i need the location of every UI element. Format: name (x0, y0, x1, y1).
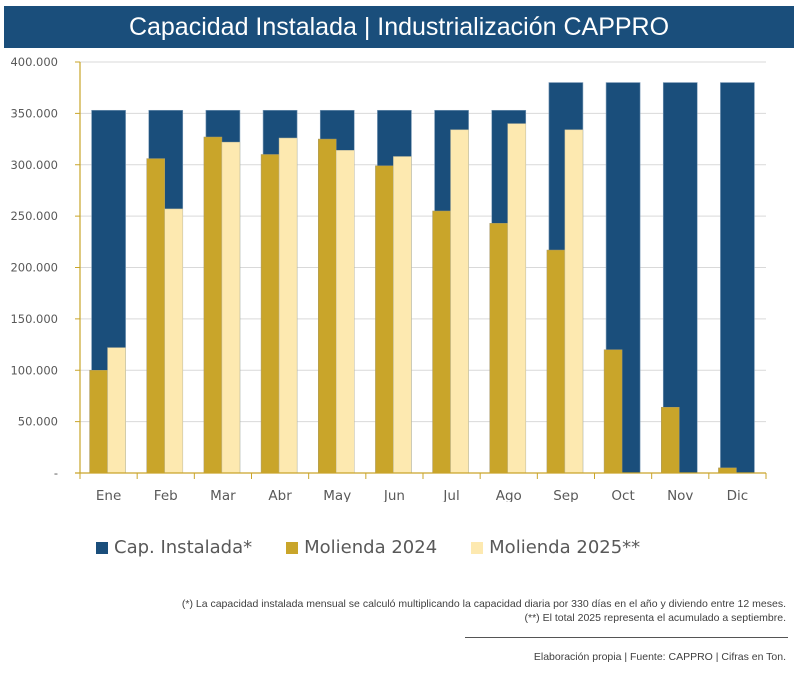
x-tick-label: Nov (667, 488, 693, 502)
bar-molienda-2024 (603, 349, 623, 474)
x-tick-label: Oct (611, 488, 634, 502)
bar-molienda-2025 (564, 129, 584, 474)
bar-molienda-2024 (89, 370, 108, 474)
bar-molienda-2025 (450, 129, 469, 474)
bar-molienda-2024 (432, 210, 451, 474)
x-tick-label: May (323, 488, 351, 502)
y-tick-label: 200.000 (10, 261, 58, 275)
footnote-2025: (**) El total 2025 representa el acumula… (524, 612, 786, 624)
x-tick-label: Ago (496, 488, 522, 502)
x-tick-label: Mar (210, 488, 236, 502)
legend-item-2025: Molienda 2025** (471, 537, 640, 558)
y-tick-label: 350.000 (10, 106, 58, 120)
source-note: Elaboración propia | Fuente: CAPPRO | Ci… (533, 651, 786, 663)
bar-molienda-2024 (260, 154, 280, 474)
bar-molienda-2024 (203, 136, 223, 474)
bar-molienda-2025 (107, 347, 126, 474)
legend-label-2024: Molienda 2024 (304, 537, 438, 558)
x-tick-label: Dic (727, 488, 749, 502)
bar-molienda-2025 (507, 123, 526, 474)
legend-swatch-cap (96, 541, 108, 554)
y-tick-label: 300.000 (10, 158, 58, 172)
bar-cap-instalada (720, 82, 755, 474)
bar-molienda-2024 (546, 249, 566, 474)
x-tick-label: Sep (553, 488, 578, 502)
y-tick-label: 400.000 (10, 55, 58, 69)
legend-swatch-2024 (286, 541, 299, 554)
y-tick-label: 100.000 (10, 363, 58, 377)
legend-item-2024: Molienda 2024 (286, 537, 437, 558)
bar-molienda-2024 (489, 223, 508, 474)
x-tick-label: Jul (442, 488, 459, 502)
x-tick-label: Feb (154, 488, 178, 502)
bar-molienda-2024 (718, 467, 737, 474)
bar-chart: - 50.000 100.000 150.000 200.000 250.000 300.0… (10, 55, 767, 502)
x-tick-label: Abr (268, 488, 292, 502)
chart-title-bar: Capacidad Instalada | Industrialización … (4, 6, 794, 48)
legend-label-2025: Molienda 2025** (489, 537, 641, 558)
bar-molienda-2024 (318, 138, 337, 474)
legend-swatch-2025 (471, 541, 484, 554)
bar-molienda-2025 (278, 137, 298, 474)
divider (465, 637, 788, 638)
legend-item-cap: Cap. Instalada* (96, 537, 252, 558)
x-tick-label: Jun (383, 488, 405, 502)
bar-molienda-2025 (336, 150, 355, 474)
y-tick-label: 150.000 (10, 312, 58, 326)
chart-title: Capacidad Instalada | Industrialización … (128, 12, 670, 41)
x-tick-label: Ene (96, 488, 121, 502)
bar-molienda-2025 (393, 156, 412, 474)
bar-molienda-2024 (146, 158, 165, 474)
bar-molienda-2025 (221, 141, 241, 474)
bar-molienda-2024 (375, 165, 394, 474)
legend: Cap. Instalada* Molienda 2024 Molienda 2… (96, 537, 640, 558)
bar-molienda-2024 (661, 406, 680, 474)
bar-molienda-2025 (164, 208, 183, 474)
y-tick-label: - (54, 466, 58, 480)
footnotes: (*) La capacidad instalada mensual se ca… (182, 597, 786, 625)
footnote-capacity: (*) La capacidad instalada mensual se ca… (181, 598, 786, 610)
y-tick-label: 50.000 (18, 415, 58, 429)
y-tick-label: 250.000 (10, 209, 58, 223)
legend-label-cap: Cap. Instalada* (114, 537, 253, 558)
